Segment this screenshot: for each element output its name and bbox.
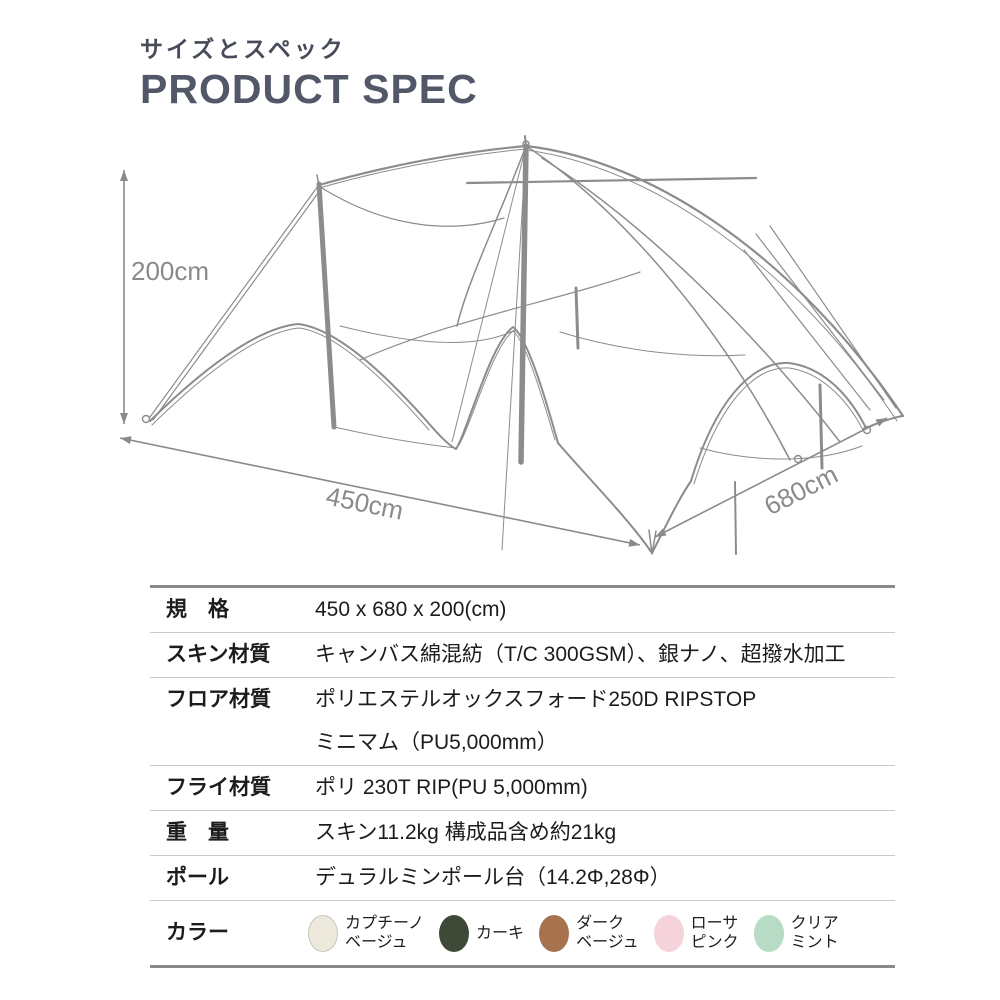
- spec-table: 規 格 450 x 680 x 200(cm) スキン材質 キャンバス綿混紡（T…: [150, 585, 895, 968]
- spec-value-line2: ミニマム（PU5,000mm）: [315, 731, 558, 754]
- color-swatch: [653, 914, 684, 952]
- color-option-cappuccino-beige: カプチーノ ベージュ: [308, 912, 424, 954]
- color-swatch: [308, 914, 338, 952]
- spec-row-weight: 重 量 スキン11.2kg 構成品含め約21kg: [150, 811, 895, 856]
- spec-label: フロア材質: [166, 688, 271, 711]
- spec-value: ポリ 230T RIP(PU 5,000mm): [315, 776, 588, 799]
- width-dimension-label: 450cm: [324, 481, 406, 526]
- spec-label: フライ材質: [166, 776, 271, 799]
- color-name: クリア ミント: [790, 915, 839, 951]
- dimension-arrows: 200cm 450cm 680cm: [119, 170, 888, 547]
- spec-value: デュラルミンポール台（14.2Φ,28Φ）: [315, 866, 671, 889]
- header: サイズとスペック PRODUCT SPEC: [140, 30, 478, 113]
- color-option-dark-beige: ダーク ベージュ: [539, 912, 639, 954]
- color-name: ダーク ベージュ: [576, 915, 639, 951]
- spec-label: 規 格: [166, 598, 229, 621]
- height-dimension-label: 200cm: [131, 256, 209, 286]
- spec-label: スキン材質: [166, 643, 271, 666]
- spec-row-fly-material: フライ材質 ポリ 230T RIP(PU 5,000mm): [150, 766, 895, 811]
- color-option-clear-mint: クリア ミント: [753, 912, 839, 954]
- spec-value: ポリエステルオックスフォード250D RIPSTOP: [315, 688, 757, 711]
- color-swatch-list: カプチーノ ベージュ カーキ ダーク ベージュ: [308, 912, 895, 954]
- color-option-rosa-pink: ローサ ピンク: [653, 912, 739, 954]
- spec-row-pole: ポール デュラルミンポール台（14.2Φ,28Φ）: [150, 856, 895, 901]
- spec-label: ポール: [166, 866, 229, 889]
- tent-dimension-diagram: 200cm 450cm 680cm: [0, 130, 1000, 575]
- color-swatch: [753, 914, 784, 952]
- spec-row-size: 規 格 450 x 680 x 200(cm): [150, 588, 895, 633]
- spec-value: 450 x 680 x 200(cm): [315, 598, 507, 621]
- spec-label: カラー: [166, 921, 229, 944]
- color-name: カーキ: [476, 924, 525, 942]
- color-swatch: [539, 914, 570, 952]
- spec-value: スキン11.2kg 構成品含め約21kg: [315, 821, 617, 844]
- color-name: ローサ ピンク: [690, 915, 739, 951]
- depth-arrow: [654, 417, 888, 538]
- spec-row-skin-material: スキン材質 キャンバス綿混紡（T/C 300GSM）、銀ナノ、超撥水加工: [150, 633, 895, 678]
- color-name: カプチーノ ベージュ: [345, 915, 425, 951]
- tent-line-drawing: 200cm 450cm 680cm: [119, 135, 905, 555]
- spec-value: キャンバス綿混紡（T/C 300GSM）、銀ナノ、超撥水加工: [315, 643, 846, 666]
- spec-label: 重 量: [166, 821, 229, 844]
- page-subtitle: サイズとスペック: [140, 36, 346, 62]
- spec-row-color: カラー カプチーノ ベージュ カーキ: [150, 901, 895, 965]
- color-swatch: [439, 914, 470, 952]
- page-title: PRODUCT SPEC: [140, 66, 478, 112]
- depth-dimension-label: 680cm: [759, 459, 842, 521]
- color-option-khaki: カーキ: [439, 912, 524, 954]
- width-arrow: [119, 436, 641, 547]
- spec-row-floor-material: フロア材質 ポリエステルオックスフォード250D RIPSTOP ミニマム（PU…: [150, 678, 895, 766]
